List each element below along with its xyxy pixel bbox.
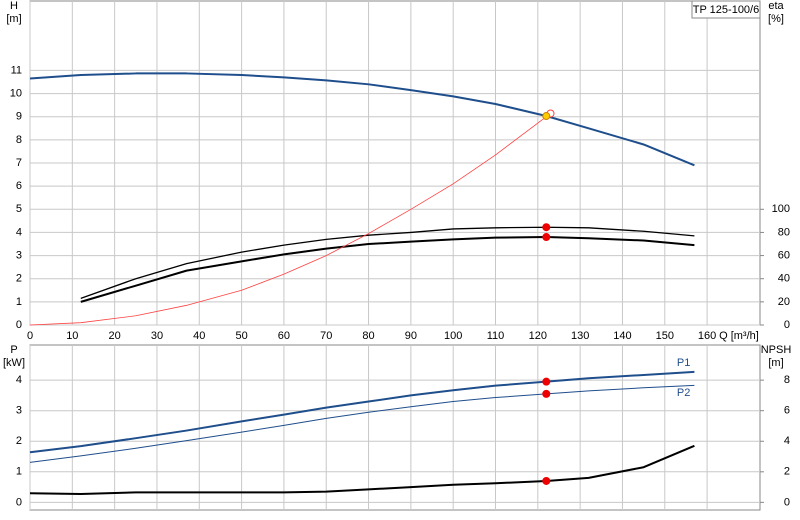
y2-axis-unit: [%] bbox=[768, 13, 784, 25]
y2-tick-label: 6 bbox=[784, 405, 790, 417]
x-tick-label: 140 bbox=[613, 330, 631, 342]
y2-tick-label: 8 bbox=[784, 374, 790, 386]
y2-tick-label: 0 bbox=[784, 496, 790, 508]
x-tick-label: 70 bbox=[320, 330, 332, 342]
curve bbox=[29, 444, 695, 495]
y2-tick-label: 0 bbox=[784, 319, 790, 331]
duty-point bbox=[542, 476, 551, 485]
x-tick-label: 30 bbox=[151, 330, 163, 342]
curve bbox=[29, 370, 695, 454]
title-box bbox=[691, 0, 761, 19]
x-tick-label: 100 bbox=[444, 330, 462, 342]
y-tick-label: 4 bbox=[16, 374, 22, 386]
curve bbox=[29, 72, 695, 167]
y-axis-unit: [m] bbox=[6, 13, 21, 25]
duty-point bbox=[542, 389, 551, 398]
y-tick-label: 3 bbox=[16, 405, 22, 417]
y-tick-label: 11 bbox=[11, 64, 22, 76]
y-tick-label: 4 bbox=[16, 226, 22, 238]
duty-point bbox=[542, 233, 551, 242]
x-tick-label: 20 bbox=[109, 330, 121, 342]
y-tick-label: 7 bbox=[16, 157, 22, 169]
y2-tick-label: 80 bbox=[778, 226, 790, 238]
y-tick-label: 5 bbox=[16, 203, 22, 215]
y-tick-label: 2 bbox=[16, 435, 22, 447]
x-tick-label: 80 bbox=[362, 330, 374, 342]
x-tick-label: 60 bbox=[278, 330, 290, 342]
x-axis-label: Q [m³/h] bbox=[719, 330, 759, 342]
y-tick-label: 1 bbox=[16, 466, 22, 478]
y2-tick-label: 100 bbox=[772, 203, 790, 215]
x-tick-label: 10 bbox=[66, 330, 78, 342]
curve bbox=[29, 384, 695, 463]
x-tick-label: 120 bbox=[529, 330, 547, 342]
duty-point bbox=[542, 377, 551, 386]
y2-axis-label: NPSH bbox=[761, 344, 792, 356]
y2-tick-label: 20 bbox=[778, 296, 790, 308]
y2-axis-label: eta bbox=[768, 0, 784, 12]
y-tick-label: 10 bbox=[10, 87, 22, 99]
x-tick-label: 160 bbox=[698, 330, 716, 342]
y-tick-label: 0 bbox=[16, 319, 22, 331]
chart-title: TP 125-100/6 bbox=[693, 4, 759, 16]
y-tick-label: 8 bbox=[16, 134, 22, 146]
x-tick-label: 150 bbox=[656, 330, 674, 342]
curve-label: P1 bbox=[677, 357, 690, 369]
curve bbox=[80, 236, 695, 303]
x-tick-label: 130 bbox=[571, 330, 589, 342]
x-tick-label: 110 bbox=[487, 330, 505, 342]
x-tick-label: 50 bbox=[235, 330, 247, 342]
curve bbox=[29, 113, 551, 326]
y-tick-label: 0 bbox=[16, 496, 22, 508]
y2-axis-unit: [m] bbox=[768, 357, 783, 369]
x-tick-label: 0 bbox=[27, 330, 33, 342]
y-axis-label: P bbox=[10, 344, 17, 356]
y-tick-label: 2 bbox=[16, 273, 22, 285]
y2-tick-label: 2 bbox=[784, 466, 790, 478]
y-tick-label: 6 bbox=[16, 180, 22, 192]
curve bbox=[80, 226, 695, 299]
y-tick-label: 9 bbox=[16, 111, 22, 123]
y-tick-label: 1 bbox=[16, 296, 22, 308]
y2-tick-label: 60 bbox=[778, 249, 790, 261]
x-tick-label: 90 bbox=[405, 330, 417, 342]
y-tick-label: 3 bbox=[16, 249, 22, 261]
plot-area bbox=[29, 344, 761, 511]
y2-tick-label: 4 bbox=[784, 435, 790, 447]
duty-point bbox=[542, 223, 551, 232]
duty-point bbox=[542, 112, 551, 121]
y-axis-label: H bbox=[10, 0, 18, 12]
curve-label: P2 bbox=[677, 387, 690, 399]
x-tick-label: 40 bbox=[193, 330, 205, 342]
y2-tick-label: 40 bbox=[778, 273, 790, 285]
y-axis-unit: [kW] bbox=[3, 357, 25, 369]
